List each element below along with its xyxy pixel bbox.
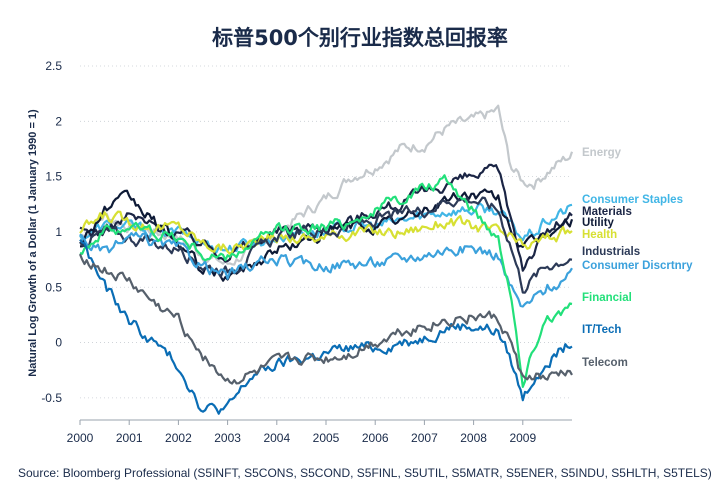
x-tick-label: 2004	[263, 431, 290, 445]
x-tick-label: 2001	[116, 431, 143, 445]
series-label: IT/Tech	[582, 324, 621, 336]
series-label: Consumer Discrtnry	[582, 260, 693, 272]
y-tick-label: 2.5	[45, 59, 62, 73]
series-label: Financial	[582, 292, 632, 304]
series-label: Health	[582, 229, 617, 241]
x-tick-label: 2005	[313, 431, 340, 445]
series-label: Utility	[582, 217, 615, 229]
series-label: Telecom	[582, 357, 628, 369]
series-line	[79, 231, 573, 308]
x-tick-label: 2003	[214, 431, 241, 445]
y-tick-label: 1.5	[45, 170, 62, 184]
series-label: Materials	[582, 206, 632, 218]
x-tick-label: 2009	[509, 431, 536, 445]
y-axis-label: Natural Log Growth of a Dollar (1 Januar…	[27, 109, 39, 377]
y-tick-label: 2	[55, 114, 62, 128]
y-tick-label: 0	[55, 336, 62, 350]
series-line	[78, 253, 573, 385]
series-line	[79, 196, 573, 294]
series-label: Consumer Staples	[582, 194, 683, 206]
x-tick-label: 2006	[362, 431, 389, 445]
x-tick-label: 2007	[411, 431, 438, 445]
y-tick-label: 0.5	[45, 280, 62, 294]
series-label: Industrials	[582, 246, 640, 258]
series-line	[79, 239, 573, 415]
x-tick-label: 2002	[165, 431, 192, 445]
x-tick-label: 2008	[460, 431, 487, 445]
series-line	[79, 174, 573, 388]
series-line	[79, 210, 573, 255]
series-label: Energy	[582, 147, 622, 159]
y-tick-label: 1	[55, 225, 62, 239]
source-note: Source: Bloomberg Professional (S5INFT, …	[18, 466, 712, 480]
x-tick-label: 2000	[67, 431, 94, 445]
chart-title: 标普500个别行业指数总回报率	[212, 26, 508, 50]
y-tick-label: -0.5	[41, 391, 62, 405]
